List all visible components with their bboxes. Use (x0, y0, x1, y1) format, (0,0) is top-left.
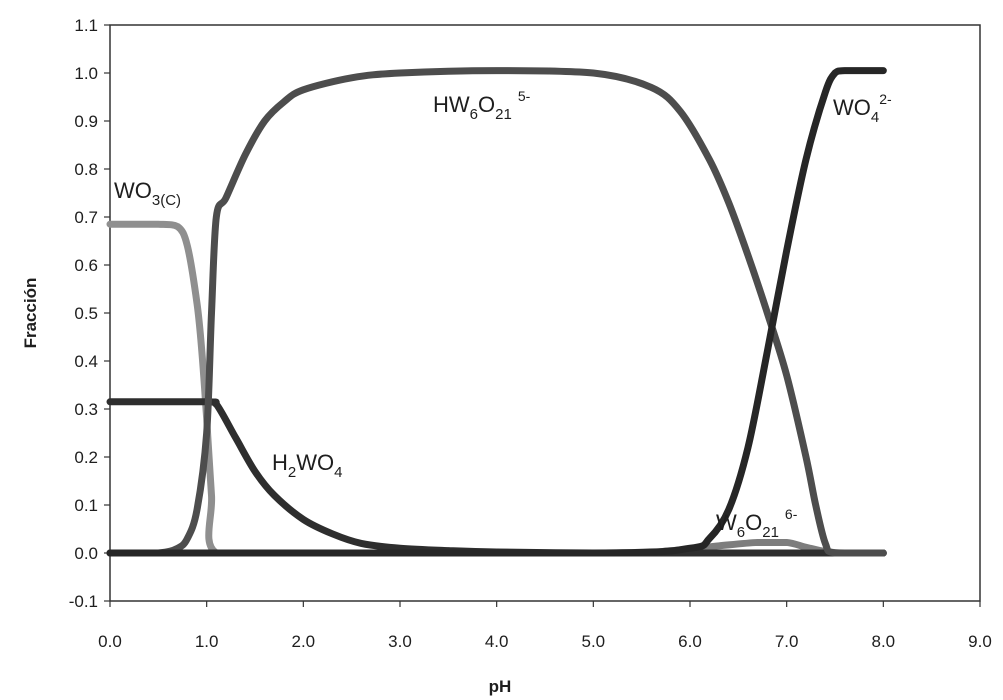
y-axis-title: Fracción (21, 278, 40, 349)
label-hw6o21-sub: 6 (470, 106, 478, 123)
x-axis: 0.0 1.0 2.0 3.0 4.0 5.0 6.0 7.0 8.0 9.0 (98, 601, 992, 651)
y-tick-label: 0.7 (74, 208, 98, 227)
label-wo3c: WO3(C) (114, 178, 181, 209)
y-tick-label: 0.6 (74, 256, 98, 275)
label-h2wo4-sub2: 4 (334, 464, 342, 481)
y-tick-label: 0.1 (74, 496, 98, 515)
label-w6o21-mid: O (745, 510, 762, 535)
y-tick-label: 0.4 (74, 352, 98, 371)
label-h2wo4-base: H (272, 450, 288, 475)
y-tick-label: 0.2 (74, 448, 98, 467)
y-tick-label: 0.3 (74, 400, 98, 419)
label-wo4-sub: 4 (871, 109, 879, 126)
x-tick-label: 8.0 (872, 632, 896, 651)
y-tick-label: 1.1 (74, 16, 98, 35)
x-tick-label: 9.0 (968, 632, 992, 651)
x-tick-label: 4.0 (485, 632, 509, 651)
label-h2wo4-mid: WO (296, 450, 334, 475)
y-tick-label: 0.5 (74, 304, 98, 323)
label-hw6o21-base: HW (433, 92, 470, 117)
label-hw6o21-mid: O (478, 92, 495, 117)
label-wo4-base: WO (833, 95, 871, 120)
label-wo4-sup: 2- (879, 91, 892, 107)
y-tick-label: 0.9 (74, 112, 98, 131)
label-h2wo4-sub: 2 (288, 464, 296, 481)
label-wo4: WO42- (833, 91, 892, 126)
series-line-2 (106, 67, 887, 557)
label-wo3c-base: WO (114, 178, 152, 203)
x-tick-label: 3.0 (388, 632, 412, 651)
x-tick-label: 0.0 (98, 632, 122, 651)
x-axis-title: pH (489, 677, 512, 696)
label-h2wo4: H2WO4 (272, 450, 342, 481)
label-w6o21: W6O21 6- (716, 506, 798, 541)
y-tick-label: 0.0 (74, 544, 98, 563)
label-hw6o21: HW6O21 5- (433, 88, 531, 123)
series-line-3 (106, 67, 887, 557)
x-tick-label: 6.0 (678, 632, 702, 651)
y-tick-label: 1.0 (74, 64, 98, 83)
x-tick-label: 5.0 (582, 632, 606, 651)
label-wo3c-sub: 3(C) (152, 192, 181, 209)
y-axis: -0.1 0.0 0.1 0.2 0.3 0.4 0.5 0.6 0.7 0.8 0.9 1.0 1.1 (69, 16, 110, 611)
label-w6o21-sup: 6- (785, 506, 798, 522)
label-w6o21-sub2: 21 (762, 524, 779, 541)
y-tick-label: 0.8 (74, 160, 98, 179)
label-w6o21-base: W (716, 510, 737, 535)
label-w6o21-sub: 6 (737, 524, 745, 541)
label-hw6o21-sub2: 21 (495, 106, 512, 123)
x-tick-label: 2.0 (292, 632, 316, 651)
series-lines (106, 67, 887, 557)
x-tick-label: 7.0 (775, 632, 799, 651)
x-tick-label: 1.0 (195, 632, 219, 651)
label-hw6o21-sup: 5- (518, 88, 531, 104)
y-tick-label: -0.1 (69, 592, 98, 611)
plot-area (109, 24, 981, 602)
